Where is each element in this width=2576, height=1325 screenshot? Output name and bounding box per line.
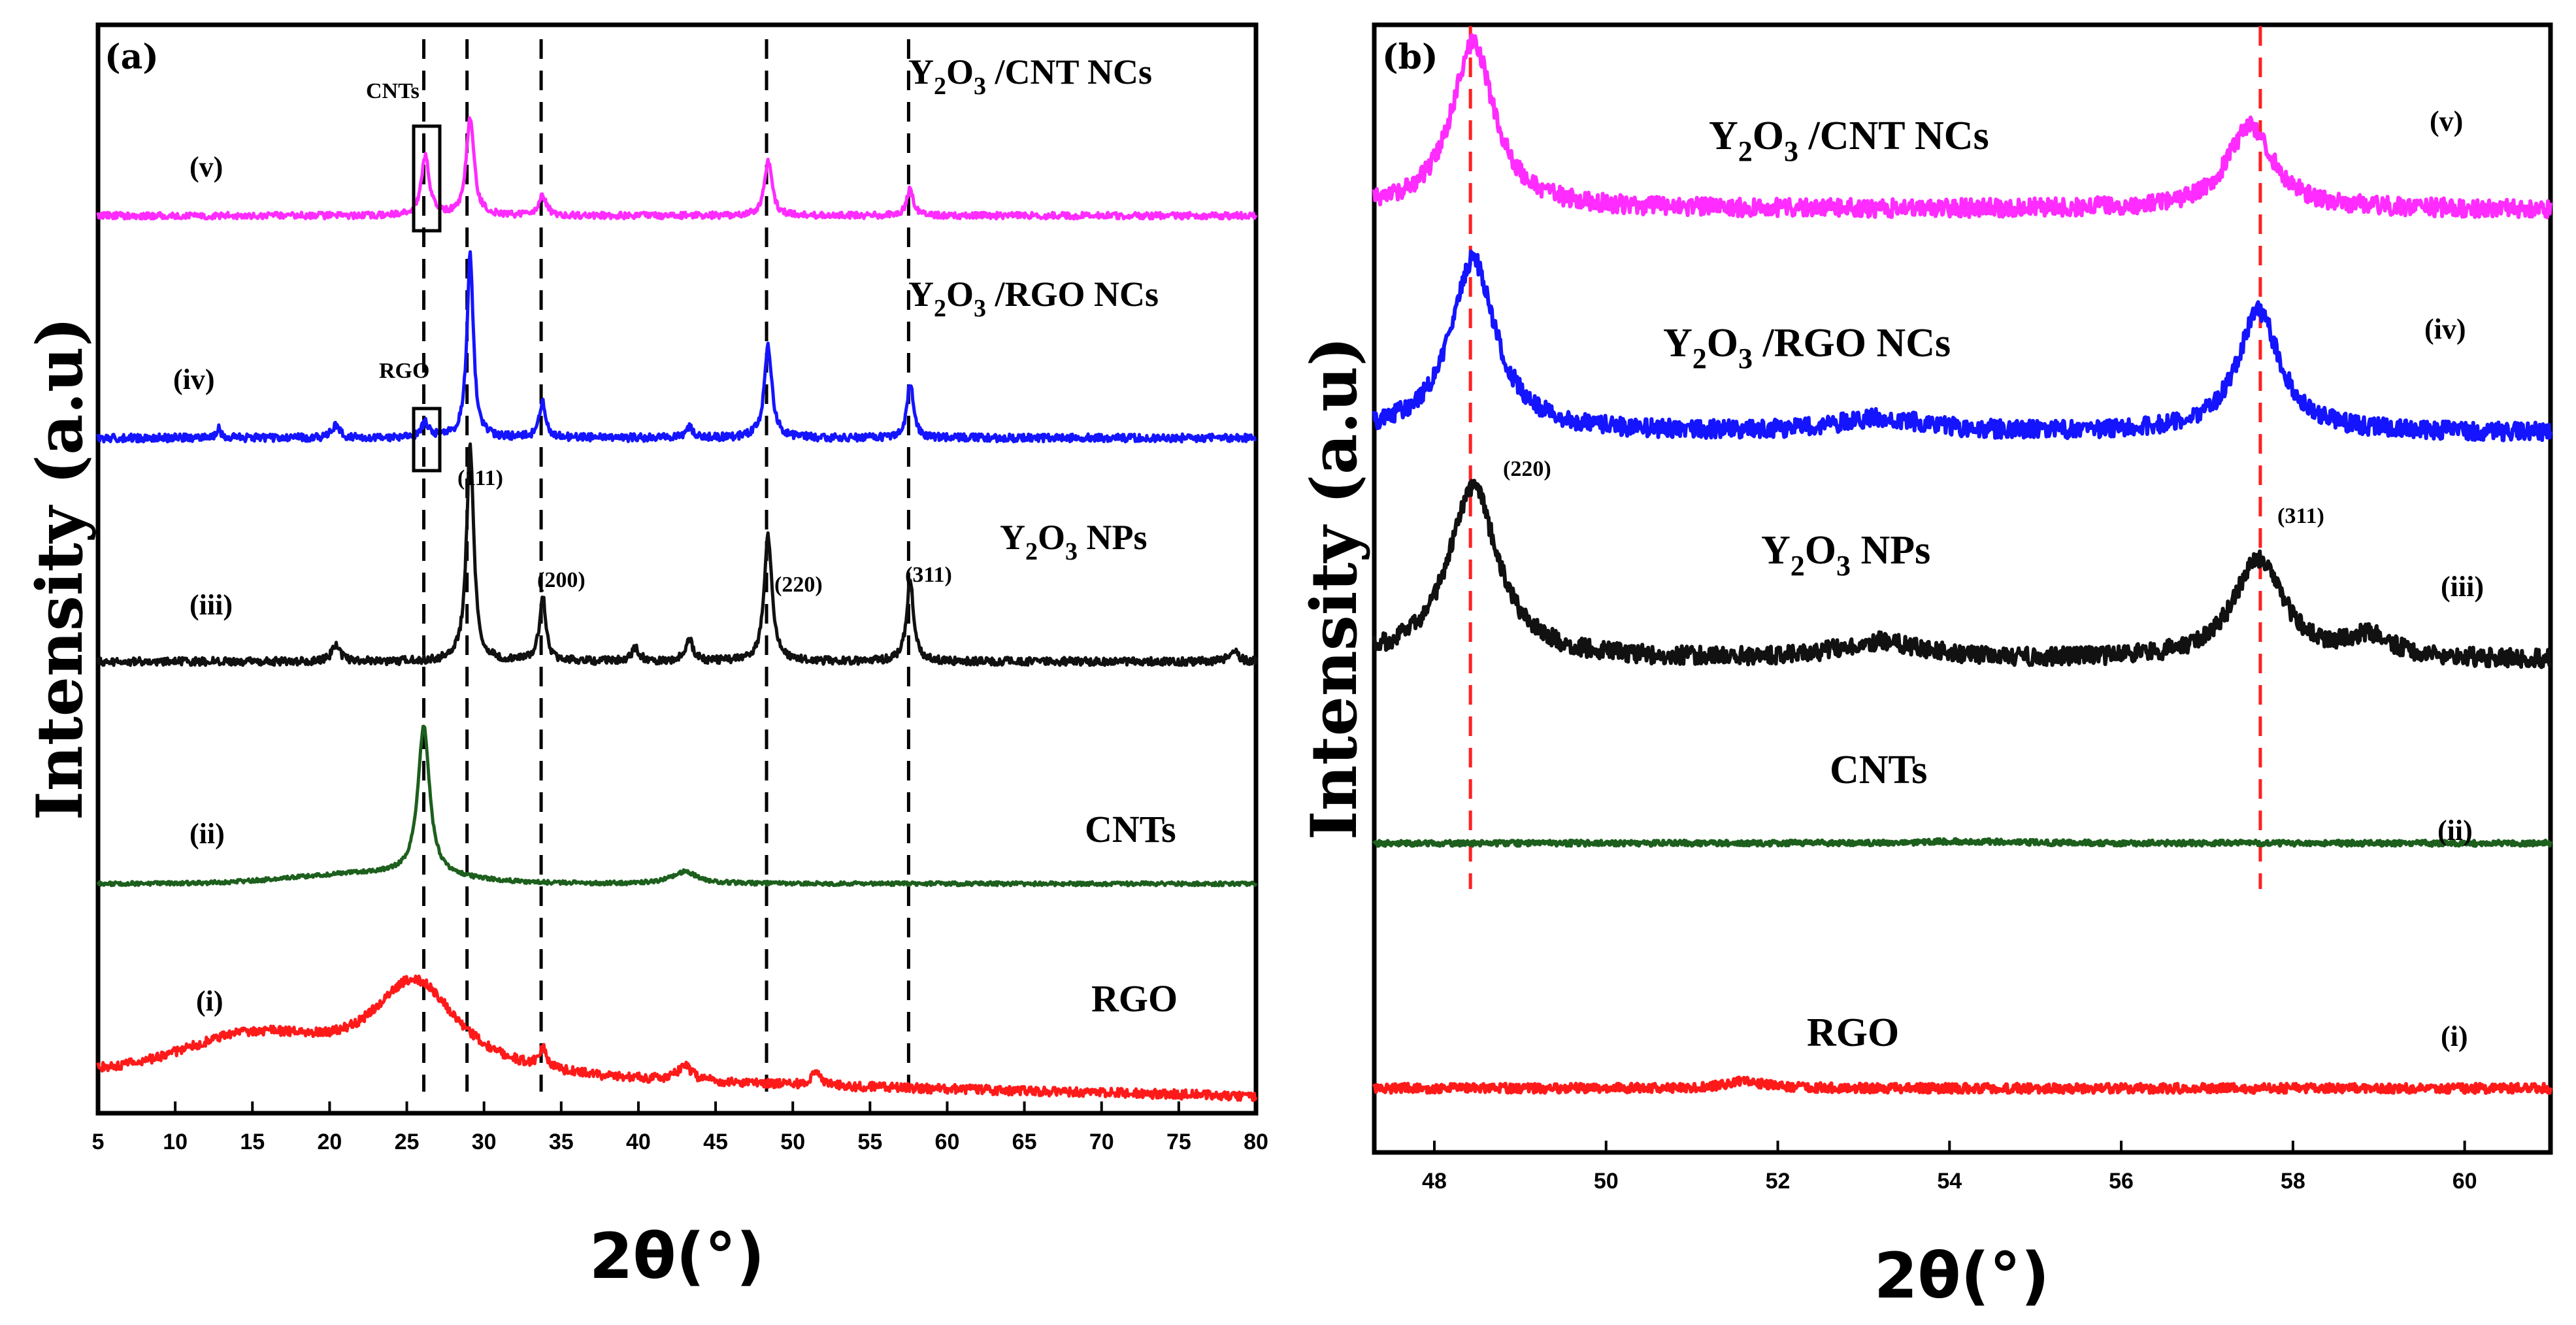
series-trace-rgo [1372, 1075, 2552, 1095]
cnts-reflection-box [412, 124, 442, 233]
x-tick-label: 10 [163, 1130, 188, 1154]
x-tick-label: 50 [1594, 1169, 1619, 1194]
x-tick-label: 65 [1012, 1130, 1037, 1154]
x-tick-label: 60 [935, 1130, 960, 1154]
a-x-axis-label: 2θ(°) [589, 1220, 765, 1293]
series-trace-y2o3-rgo-ncs [96, 250, 1257, 444]
panel-b-x-ticks: 48 50 52 54 56 58 60 [1422, 1141, 2477, 1194]
x-tick-label: 80 [1244, 1130, 1268, 1154]
b-x-axis-label: 2θ(°) [1874, 1239, 2050, 1313]
a-y-axis-label: Intensity (a.u) [23, 317, 97, 820]
b-label-y2o3-cnt: Y2O3 /CNT NCs [1709, 114, 1989, 167]
x-tick-label: 5 [92, 1130, 105, 1154]
x-tick-label: 52 [1766, 1169, 1791, 1194]
panel-b-frame [1372, 22, 2553, 1155]
a-label-cnts: CNTs [1085, 808, 1176, 850]
rgo-box-label: RGO [379, 359, 429, 383]
a-label-rgo: RGO [1091, 977, 1178, 1020]
panel-a-reference-lines [422, 39, 910, 1092]
b-label-y2o3-rgo: Y2O3 /RGO NCs [1663, 321, 1951, 375]
a-hkl-111: (111) [457, 466, 503, 490]
a-label-y2o3-cnt: Y2O3 /CNT NCs [908, 52, 1152, 100]
x-tick-label: 55 [857, 1130, 882, 1154]
b-label-cnts: CNTs [1830, 748, 1927, 792]
x-tick-label: 20 [317, 1130, 342, 1154]
panel-a-x-ticks: 5 10 15 20 25 30 35 40 45 50 55 60 65 70 75 80 [92, 1101, 1268, 1154]
a-tag-i: (i) [196, 985, 223, 1017]
a-tag-ii: (ii) [190, 818, 225, 850]
x-tick-label: 54 [1937, 1169, 1962, 1194]
b-hkl-311: (311) [2277, 504, 2324, 528]
series-trace-y2o3-nps [1372, 478, 2552, 669]
x-tick-label: 45 [703, 1130, 728, 1154]
x-tick-label: 35 [549, 1130, 574, 1154]
a-tag-iv: (iv) [173, 363, 215, 395]
panel-b-tag: (b) [1382, 37, 1438, 77]
b-hkl-220: (220) [1503, 457, 1551, 481]
series-trace-rgo [96, 974, 1258, 1102]
panel-a-traces [96, 116, 1258, 1102]
panel-b: (b) 48 50 52 54 56 58 60 Y2O3 /CNT NCs Y2O3 /R… [1297, 22, 2553, 1313]
a-hkl-220: (220) [774, 573, 823, 597]
a-label-y2o3-rgo: Y2O3 /RGO NCs [908, 275, 1159, 322]
b-tag-iii: (iii) [2441, 571, 2484, 603]
x-tick-label: 70 [1089, 1130, 1114, 1154]
panel-b-traces [1372, 33, 2552, 1095]
x-tick-label: 58 [2281, 1169, 2305, 1194]
x-tick-label: 56 [2109, 1169, 2134, 1194]
b-label-rgo: RGO [1807, 1011, 1899, 1055]
x-tick-label: 25 [395, 1130, 420, 1154]
rgo-reflection-box [412, 407, 442, 473]
a-tag-iii: (iii) [190, 589, 233, 621]
series-trace-cnts [96, 724, 1258, 888]
x-tick-label: 50 [780, 1130, 805, 1154]
panel-a: (a) 5 10 15 20 25 30 35 40 45 50 55 60 65 70 75 80 CNTs… [23, 22, 1268, 1293]
x-tick-label: 60 [2452, 1169, 2477, 1194]
panel-a-frame [95, 22, 1259, 1116]
b-tag-i: (i) [2441, 1020, 2468, 1052]
x-tick-label: 15 [240, 1130, 265, 1154]
a-hkl-311: (311) [905, 563, 952, 587]
b-tag-ii: (ii) [2437, 814, 2473, 847]
panel-a-tag: (a) [105, 37, 159, 77]
panel-b-reference-lines [1468, 26, 2262, 889]
x-tick-label: 30 [472, 1130, 497, 1154]
b-tag-v: (v) [2430, 105, 2463, 137]
series-trace-y2o3-nps [96, 442, 1258, 667]
x-tick-label: 40 [626, 1130, 651, 1154]
b-tag-iv: (iv) [2424, 313, 2466, 345]
b-y-axis-label: Intensity (a.u) [1297, 337, 1371, 840]
series-trace-y2o3-cnt-ncs [96, 116, 1258, 221]
series-trace-cnts [1372, 837, 2552, 848]
a-label-y2o3-nps: Y2O3 NPs [1000, 518, 1148, 565]
x-tick-label: 48 [1422, 1169, 1447, 1194]
cnts-box-label: CNTs [366, 79, 420, 103]
a-hkl-200: (200) [537, 568, 586, 592]
x-tick-label: 75 [1166, 1130, 1191, 1154]
b-label-y2o3-nps: Y2O3 NPs [1761, 528, 1930, 582]
series-trace-y2o3-cnt-ncs [1372, 33, 2552, 220]
series-trace-y2o3-rgo-ncs [1372, 249, 2552, 443]
a-tag-v: (v) [190, 151, 223, 183]
